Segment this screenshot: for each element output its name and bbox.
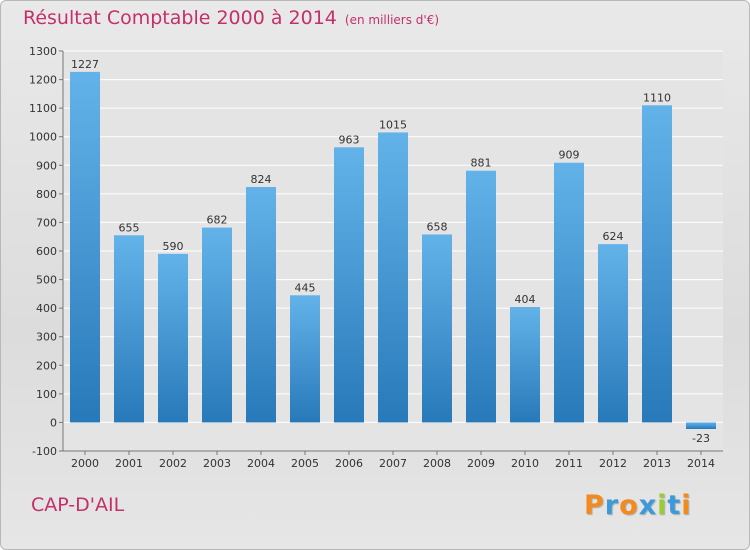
data-label: 881 — [471, 157, 492, 170]
chart-subtitle: (en milliers d'€) — [344, 13, 440, 27]
x-tick-label: 2002 — [159, 457, 187, 470]
x-tick-label: 2014 — [687, 457, 715, 470]
y-tick-label: 0 — [50, 416, 57, 429]
bar — [554, 162, 584, 423]
logo-letter: P — [584, 490, 605, 521]
x-tick-label: 2001 — [115, 457, 143, 470]
bar — [334, 147, 364, 423]
y-tick-label: 400 — [36, 302, 57, 315]
x-tick-label: 2012 — [599, 457, 627, 470]
x-tick-label: 2011 — [555, 457, 583, 470]
logo-letter: i — [657, 490, 668, 521]
y-tick-label: 1000 — [29, 131, 57, 144]
bar — [158, 253, 188, 423]
data-label: 1110 — [643, 91, 671, 104]
y-tick-label: 900 — [36, 159, 57, 172]
y-tick-label: -100 — [32, 445, 57, 458]
bar — [378, 132, 408, 423]
y-tick-label: 700 — [36, 216, 57, 229]
data-label: 404 — [515, 293, 536, 306]
data-label: 963 — [339, 133, 360, 146]
bar — [246, 187, 276, 423]
x-tick-label: 2004 — [247, 457, 275, 470]
x-tick-label: 2003 — [203, 457, 231, 470]
y-tick-label: 1200 — [29, 74, 57, 87]
y-tick-label: 500 — [36, 274, 57, 287]
bar — [510, 307, 540, 423]
data-label: 1015 — [379, 118, 407, 131]
x-tick-label: 2005 — [291, 457, 319, 470]
logo-letter: i — [681, 490, 692, 521]
x-tick-label: 2013 — [643, 457, 671, 470]
data-label: 909 — [559, 149, 580, 162]
bar — [466, 170, 496, 423]
data-label: 682 — [207, 214, 228, 227]
bar — [598, 244, 628, 423]
data-label: 1227 — [71, 58, 99, 71]
data-label: 590 — [163, 240, 184, 253]
data-label: 624 — [603, 230, 624, 243]
y-tick-label: 1100 — [29, 102, 57, 115]
title-text: Résultat Comptable 2000 à 2014 — [23, 7, 337, 29]
y-tick-label: 600 — [36, 245, 57, 258]
bar — [70, 71, 100, 423]
data-label: -23 — [692, 432, 710, 445]
y-tick-label: 200 — [36, 359, 57, 372]
bar — [114, 235, 144, 423]
y-tick-label: 800 — [36, 188, 57, 201]
y-tick-label: 1300 — [29, 45, 57, 58]
logo-letter: r — [604, 490, 620, 521]
logo-letter: o — [619, 490, 639, 521]
x-tick-label: 2006 — [335, 457, 363, 470]
data-label: 655 — [119, 221, 140, 234]
bar — [202, 227, 232, 423]
bar — [642, 105, 672, 423]
logo-letter: t — [667, 490, 682, 521]
bar — [686, 422, 716, 429]
logo-letter: x — [638, 490, 658, 521]
data-label: 824 — [251, 173, 272, 186]
y-tick-label: 100 — [36, 388, 57, 401]
data-label: 445 — [295, 281, 316, 294]
commune-name: CAP-D'AIL — [31, 494, 125, 516]
x-tick-label: 2008 — [423, 457, 451, 470]
x-tick-label: 2007 — [379, 457, 407, 470]
proxiti-logo: Proxiti — [584, 490, 692, 521]
x-tick-label: 2009 — [467, 457, 495, 470]
bar — [290, 295, 320, 423]
x-tick-label: 2000 — [71, 457, 99, 470]
bar — [422, 234, 452, 423]
data-label: 658 — [427, 220, 448, 233]
chart-title: Résultat Comptable 2000 à 2014 (en millie… — [23, 7, 439, 29]
y-tick-label: 300 — [36, 331, 57, 344]
x-tick-label: 2010 — [511, 457, 539, 470]
